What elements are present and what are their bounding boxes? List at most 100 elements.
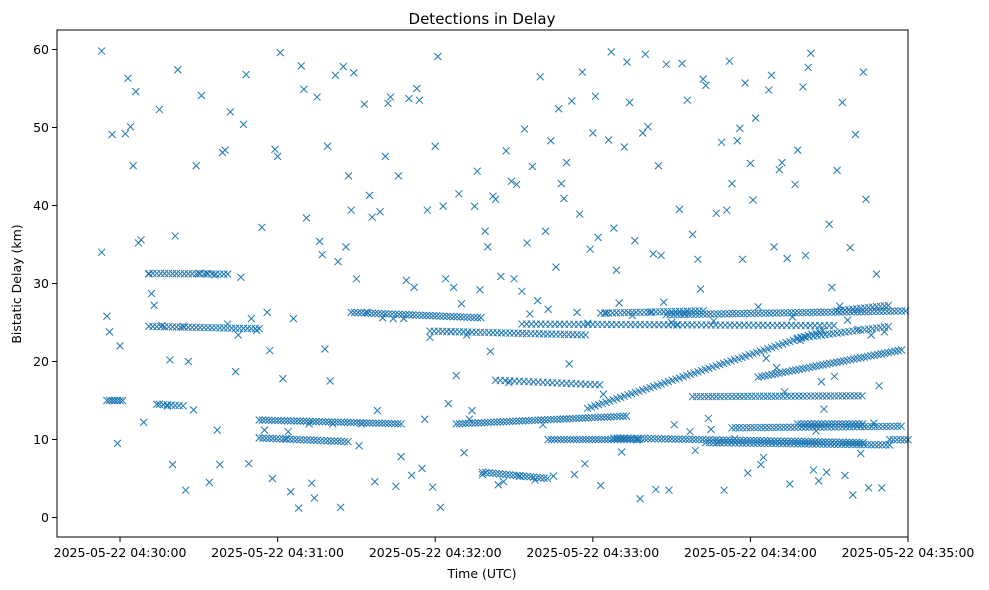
data-point xyxy=(126,122,135,131)
data-point xyxy=(701,81,710,90)
data-point xyxy=(523,472,531,481)
data-point xyxy=(536,72,545,81)
data-point xyxy=(640,434,649,443)
data-point xyxy=(720,486,728,495)
data-point xyxy=(830,392,839,400)
data-point xyxy=(877,484,886,492)
data-point xyxy=(616,308,625,317)
data-point xyxy=(578,435,587,444)
data-point xyxy=(810,392,819,400)
data-point xyxy=(192,323,201,332)
data-point xyxy=(591,435,600,444)
data-point xyxy=(852,438,861,447)
data-point xyxy=(742,423,751,432)
data-point xyxy=(271,416,279,425)
data-point xyxy=(722,206,731,215)
data-point xyxy=(702,310,711,318)
data-point xyxy=(149,322,157,331)
data-point xyxy=(255,416,264,424)
data-point xyxy=(708,392,717,401)
data-point xyxy=(794,437,803,446)
data-point xyxy=(175,401,183,410)
data-point xyxy=(402,276,411,285)
data-point xyxy=(485,469,494,477)
data-point xyxy=(544,305,553,314)
data-point xyxy=(654,161,663,170)
data-point xyxy=(750,309,759,318)
data-point xyxy=(644,434,652,443)
data-point xyxy=(709,317,718,325)
data-point xyxy=(586,245,595,254)
data-point xyxy=(516,471,524,480)
data-point xyxy=(280,416,289,425)
data-point xyxy=(644,122,652,131)
data-point xyxy=(528,162,537,171)
data-point xyxy=(798,308,807,317)
data-point xyxy=(269,434,277,443)
data-point xyxy=(770,242,778,251)
data-point xyxy=(300,85,308,94)
data-point xyxy=(431,142,440,151)
data-point xyxy=(776,309,785,317)
data-point xyxy=(884,301,893,310)
data-point xyxy=(390,419,399,428)
data-point xyxy=(578,68,587,76)
data-point xyxy=(422,311,431,320)
data-point xyxy=(616,435,625,444)
data-point xyxy=(294,504,303,512)
data-point xyxy=(761,309,770,318)
data-point xyxy=(837,440,846,449)
data-point xyxy=(310,436,318,445)
data-point xyxy=(795,392,803,400)
data-point xyxy=(657,434,666,443)
data-point xyxy=(683,96,692,105)
data-point xyxy=(247,314,256,323)
data-point xyxy=(412,311,420,319)
data-point xyxy=(176,269,185,278)
y-tick-label: 10 xyxy=(33,432,49,447)
data-point xyxy=(704,392,713,401)
data-point xyxy=(713,310,722,318)
data-point xyxy=(97,47,106,55)
data-point xyxy=(638,129,647,137)
data-point xyxy=(764,423,773,432)
data-point xyxy=(650,434,659,443)
data-point xyxy=(772,309,781,317)
data-point xyxy=(560,435,568,444)
data-point xyxy=(267,416,276,425)
data-point xyxy=(772,423,781,432)
data-point xyxy=(610,435,619,444)
data-point xyxy=(553,435,562,444)
data-point xyxy=(685,435,693,444)
data-point xyxy=(323,142,332,151)
data-point xyxy=(315,417,323,426)
data-point xyxy=(731,439,740,447)
data-point xyxy=(188,323,197,332)
data-point xyxy=(364,309,373,317)
data-point xyxy=(591,92,600,101)
data-point xyxy=(528,416,536,425)
data-point xyxy=(258,223,266,232)
data-point xyxy=(320,436,328,445)
data-point xyxy=(616,412,624,421)
data-point xyxy=(333,437,342,446)
data-point xyxy=(505,417,514,426)
data-point xyxy=(739,309,748,318)
data-point xyxy=(275,434,284,443)
data-point xyxy=(265,346,274,355)
data-point xyxy=(299,417,308,426)
data-point xyxy=(882,422,891,431)
data-point xyxy=(739,423,747,432)
data-point xyxy=(596,481,605,490)
data-point xyxy=(139,418,148,427)
data-point xyxy=(710,310,719,318)
data-point xyxy=(397,452,405,461)
data-point xyxy=(864,484,873,492)
data-point xyxy=(283,416,292,425)
data-point xyxy=(743,309,752,318)
data-point xyxy=(794,308,803,317)
data-point xyxy=(635,435,644,444)
data-point xyxy=(848,440,857,449)
data-point xyxy=(647,434,656,443)
data-point xyxy=(824,308,833,317)
